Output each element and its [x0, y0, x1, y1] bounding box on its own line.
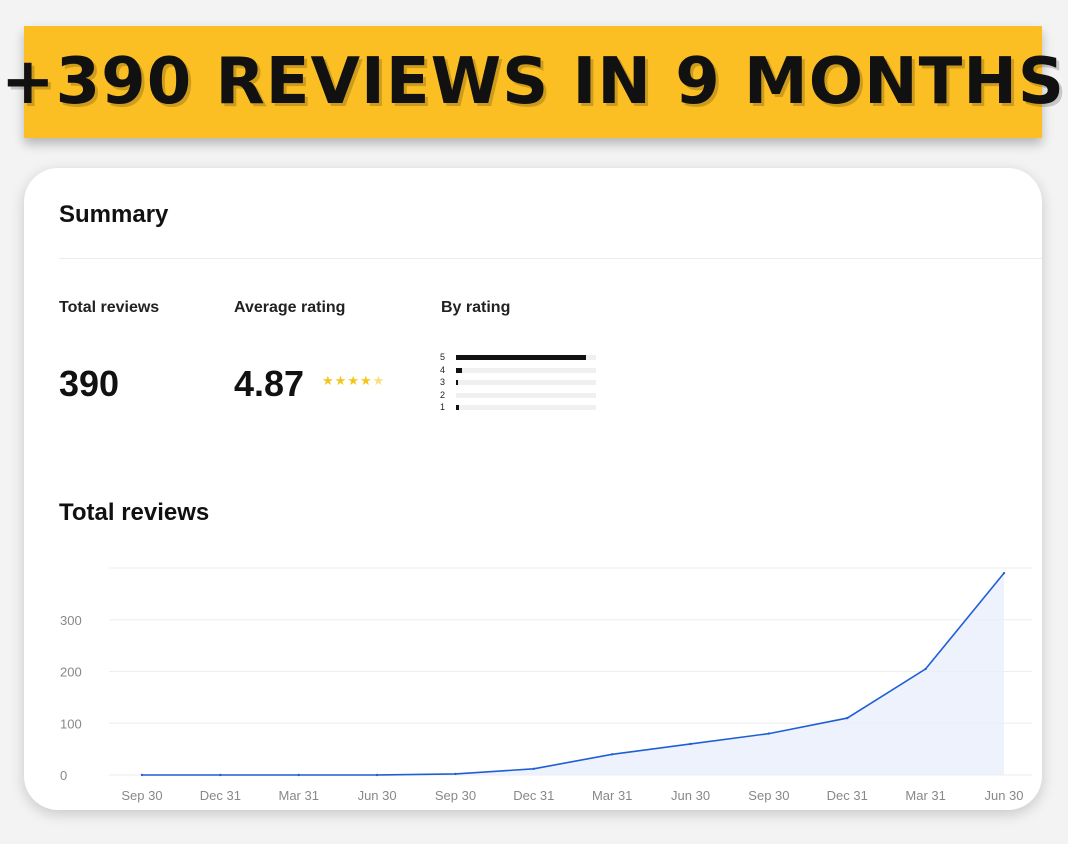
series-line — [142, 572, 1005, 776]
x-tick-label: Jun 30 — [358, 788, 397, 803]
average-rating-label: Average rating — [234, 299, 346, 316]
star-icon: ★ — [372, 373, 385, 388]
summary-card: Summary Total reviews 390 Average rating… — [24, 168, 1042, 810]
x-tick-label: Mar 31 — [905, 788, 945, 803]
x-tick-label: Dec 31 — [513, 788, 554, 803]
rating-bar-fill — [456, 380, 458, 385]
rating-bar-fill — [456, 367, 462, 373]
average-rating-value: 4.87 — [234, 363, 305, 404]
rating-row-label: 2 — [440, 389, 446, 400]
data-point — [140, 773, 144, 777]
rating-row: 1 — [440, 402, 600, 415]
x-tick-label: Sep 30 — [435, 788, 476, 803]
rating-bar-track — [456, 380, 596, 385]
y-tick-label: 300 — [60, 613, 82, 628]
x-tick-label: Mar 31 — [278, 788, 318, 803]
data-point — [532, 767, 536, 770]
chart-title: Total reviews — [59, 499, 210, 526]
rating-stars: ★ ★ ★ ★ ★ — [322, 374, 384, 387]
data-point — [297, 773, 300, 777]
star-icon: ★ — [334, 373, 347, 388]
x-tick-label: Jun 30 — [671, 788, 710, 803]
rating-bar-fill — [456, 355, 587, 360]
y-tick-label: 200 — [60, 665, 82, 680]
divider — [59, 258, 1042, 259]
rating-row: 2 — [440, 390, 600, 403]
rating-bar-track — [456, 405, 596, 410]
data-point — [767, 732, 771, 735]
star-icon: ★ — [322, 373, 334, 388]
x-tick-label: Sep 30 — [121, 788, 162, 803]
data-point — [375, 773, 379, 777]
data-point — [689, 742, 692, 746]
by-rating-label: By rating — [441, 299, 511, 316]
rating-bar-track — [456, 367, 596, 373]
star-icon: ★ — [359, 373, 372, 388]
series-area — [142, 573, 1004, 775]
rating-row: 4 — [440, 365, 600, 378]
rating-bar-track — [456, 392, 596, 398]
rating-row-label: 5 — [440, 352, 446, 362]
summary-title: Summary — [59, 201, 169, 228]
headline-text: +390 REVIEWS IN 9 MONTHS — [1, 45, 1065, 119]
data-point — [454, 772, 457, 776]
data-point — [219, 773, 222, 777]
data-point — [846, 716, 849, 720]
x-tick-label: Jun 30 — [984, 788, 1023, 803]
y-tick-label: 100 — [60, 716, 82, 731]
total-reviews-label: Total reviews — [59, 299, 160, 316]
rating-row-label: 3 — [440, 377, 446, 387]
rating-row-label: 1 — [440, 402, 446, 412]
star-icon: ★ — [347, 373, 359, 388]
total-reviews-chart: 0 100 200 300 Sep 30 Dec 31 Mar 31 Jun 30 Sep 30… — [60, 567, 1032, 803]
data-point — [610, 753, 614, 756]
total-reviews-value: 390 — [59, 363, 120, 404]
x-tick-label: Dec 31 — [827, 788, 868, 803]
rating-distribution: 5 4 3 2 1 — [440, 352, 600, 415]
rating-row-label: 4 — [440, 364, 446, 375]
data-point — [1002, 571, 1006, 575]
rating-bar-fill — [456, 405, 459, 410]
rating-row: 5 — [440, 352, 600, 365]
x-tick-label: Sep 30 — [748, 788, 789, 803]
headline-banner: +390 REVIEWS IN 9 MONTHS — [1, 26, 1064, 138]
y-tick-label: 0 — [60, 768, 67, 783]
x-tick-label: Dec 31 — [200, 788, 241, 803]
x-tick-label: Mar 31 — [592, 788, 632, 803]
rating-row: 3 — [440, 377, 600, 390]
data-point — [924, 667, 927, 671]
